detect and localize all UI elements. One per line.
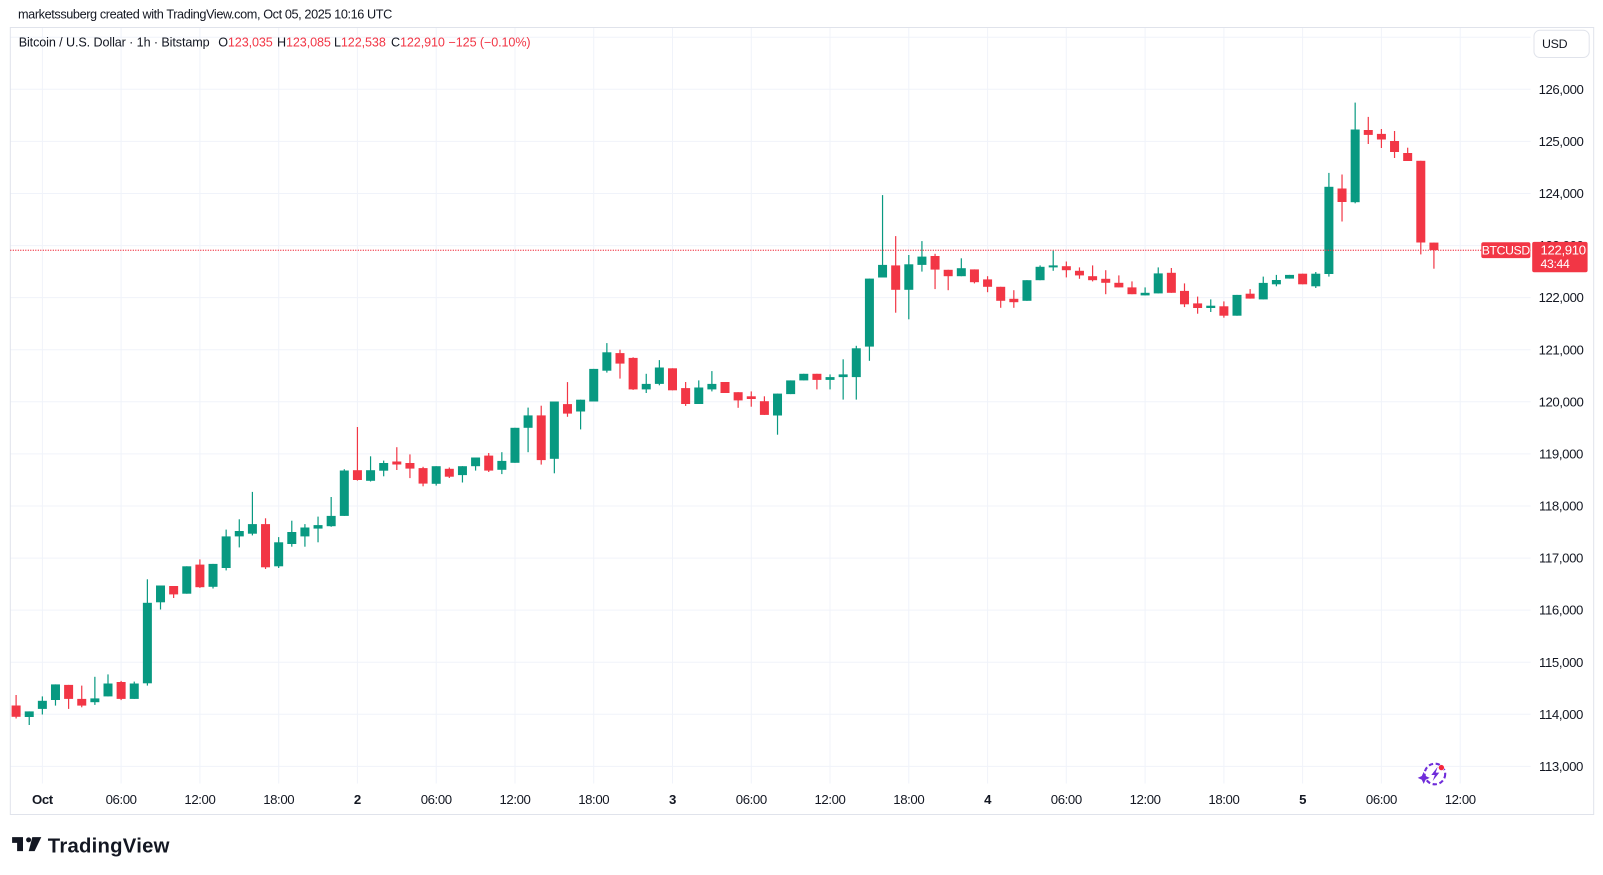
svg-text:12:00: 12:00 <box>1445 792 1476 807</box>
svg-text:L122,538: L122,538 <box>334 35 386 49</box>
svg-text:2: 2 <box>354 792 361 807</box>
svg-text:4: 4 <box>984 792 992 807</box>
svg-text:124,000: 124,000 <box>1539 186 1584 201</box>
svg-text:06:00: 06:00 <box>1051 792 1082 807</box>
svg-text:marketssuberg created with Tra: marketssuberg created with TradingView.c… <box>18 7 392 21</box>
svg-text:5: 5 <box>1299 792 1306 807</box>
svg-text:43:44: 43:44 <box>1541 257 1571 271</box>
svg-text:Bitcoin / U.S. Dollar · 1h · B: Bitcoin / U.S. Dollar · 1h · Bitstamp <box>19 35 210 49</box>
svg-text:116,000: 116,000 <box>1539 603 1583 618</box>
svg-text:BTCUSD: BTCUSD <box>1482 244 1531 258</box>
svg-text:12:00: 12:00 <box>499 792 530 807</box>
svg-text:USD: USD <box>1542 37 1568 51</box>
svg-text:115,000: 115,000 <box>1539 655 1583 670</box>
svg-text:3: 3 <box>669 792 676 807</box>
svg-text:06:00: 06:00 <box>421 792 452 807</box>
svg-text:18:00: 18:00 <box>263 792 294 807</box>
svg-text:18:00: 18:00 <box>1208 792 1239 807</box>
svg-text:121,000: 121,000 <box>1539 342 1584 357</box>
svg-text:H123,085: H123,085 <box>277 35 331 49</box>
svg-text:O123,035: O123,035 <box>218 35 273 49</box>
svg-text:12:00: 12:00 <box>1130 792 1161 807</box>
svg-text:−125 (−0.10%): −125 (−0.10%) <box>449 35 531 49</box>
svg-text:122,910: 122,910 <box>1541 243 1586 258</box>
svg-text:C122,910: C122,910 <box>391 35 445 49</box>
svg-text:12:00: 12:00 <box>814 792 845 807</box>
svg-text:12:00: 12:00 <box>184 792 215 807</box>
svg-text:117,000: 117,000 <box>1539 551 1583 566</box>
svg-text:06:00: 06:00 <box>736 792 767 807</box>
svg-text:126,000: 126,000 <box>1539 82 1584 97</box>
svg-text:18:00: 18:00 <box>578 792 609 807</box>
svg-text:119,000: 119,000 <box>1539 447 1583 462</box>
svg-text:114,000: 114,000 <box>1539 707 1583 722</box>
svg-text:118,000: 118,000 <box>1539 499 1583 514</box>
svg-text:122,000: 122,000 <box>1539 290 1584 305</box>
svg-text:125,000: 125,000 <box>1539 134 1584 149</box>
svg-text:Oct: Oct <box>32 792 54 807</box>
svg-text:06:00: 06:00 <box>1366 792 1397 807</box>
svg-text:06:00: 06:00 <box>106 792 137 807</box>
svg-text:120,000: 120,000 <box>1539 394 1584 409</box>
svg-text:113,000: 113,000 <box>1539 759 1583 774</box>
svg-text:TradingView: TradingView <box>48 835 170 857</box>
svg-text:18:00: 18:00 <box>893 792 924 807</box>
